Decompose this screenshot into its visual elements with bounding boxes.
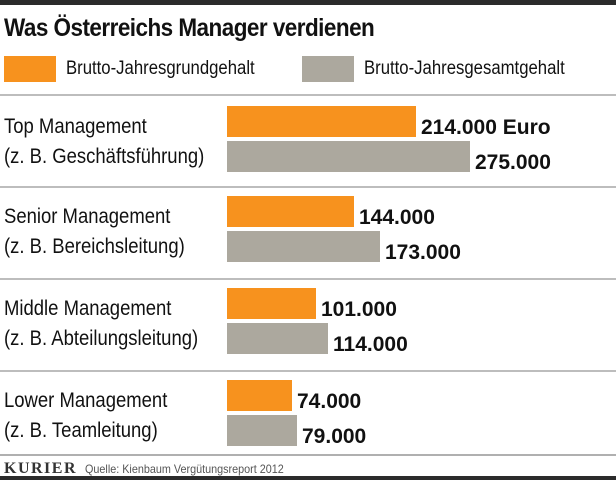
- bar-base: [227, 288, 316, 319]
- category-detail: (z. B. Abteilungsleitung): [4, 327, 199, 350]
- separator: [0, 186, 616, 188]
- bar-base: [227, 106, 416, 137]
- separator: [0, 370, 616, 372]
- legend-swatch-base: [4, 56, 56, 82]
- bar-total: [227, 415, 297, 446]
- source-note: Quelle: Kienbaum Vergütungsreport 2012: [85, 462, 284, 476]
- category-detail: (z. B. Geschäftsführung): [4, 145, 205, 168]
- legend-swatch-total: [302, 56, 354, 82]
- bar-base: [227, 196, 354, 227]
- value-label: 79.000: [302, 425, 367, 448]
- value-label: 101.000: [321, 298, 397, 321]
- legend-label-total: Brutto-Jahresgesamtgehalt: [364, 58, 565, 79]
- value-label: 214.000 Euro: [421, 116, 551, 139]
- legend-item-base: Brutto-Jahresgrundgehalt: [4, 56, 280, 82]
- value-label: 275.000: [475, 151, 551, 174]
- bar-total: [227, 231, 380, 262]
- separator: [0, 94, 616, 96]
- separator: [0, 278, 616, 280]
- brand-logo: KURIER: [4, 460, 78, 477]
- category-label: Senior Management: [4, 205, 171, 228]
- bar-total: [227, 141, 470, 172]
- category-label: Top Management: [4, 115, 147, 138]
- bottom-rule: [0, 476, 616, 480]
- top-rule: [0, 0, 616, 5]
- category-detail: (z. B. Bereichsleitung): [4, 235, 185, 258]
- footer: KURIER Quelle: Kienbaum Vergütungsreport…: [0, 454, 616, 482]
- bar-total: [227, 323, 328, 354]
- legend-item-total: Brutto-Jahresgesamtgehalt: [302, 56, 592, 82]
- legend-label-base: Brutto-Jahresgrundgehalt: [66, 58, 255, 79]
- chart-title: Was Österreichs Manager verdienen: [4, 14, 375, 42]
- category-label: Lower Management: [4, 389, 168, 412]
- value-label: 114.000: [333, 333, 408, 356]
- category-label: Middle Management: [4, 297, 172, 320]
- category-detail: (z. B. Teamleitung): [4, 419, 158, 442]
- value-label: 74.000: [297, 390, 362, 413]
- value-label: 173.000: [385, 241, 461, 264]
- bar-base: [227, 380, 292, 411]
- value-label: 144.000: [359, 206, 435, 229]
